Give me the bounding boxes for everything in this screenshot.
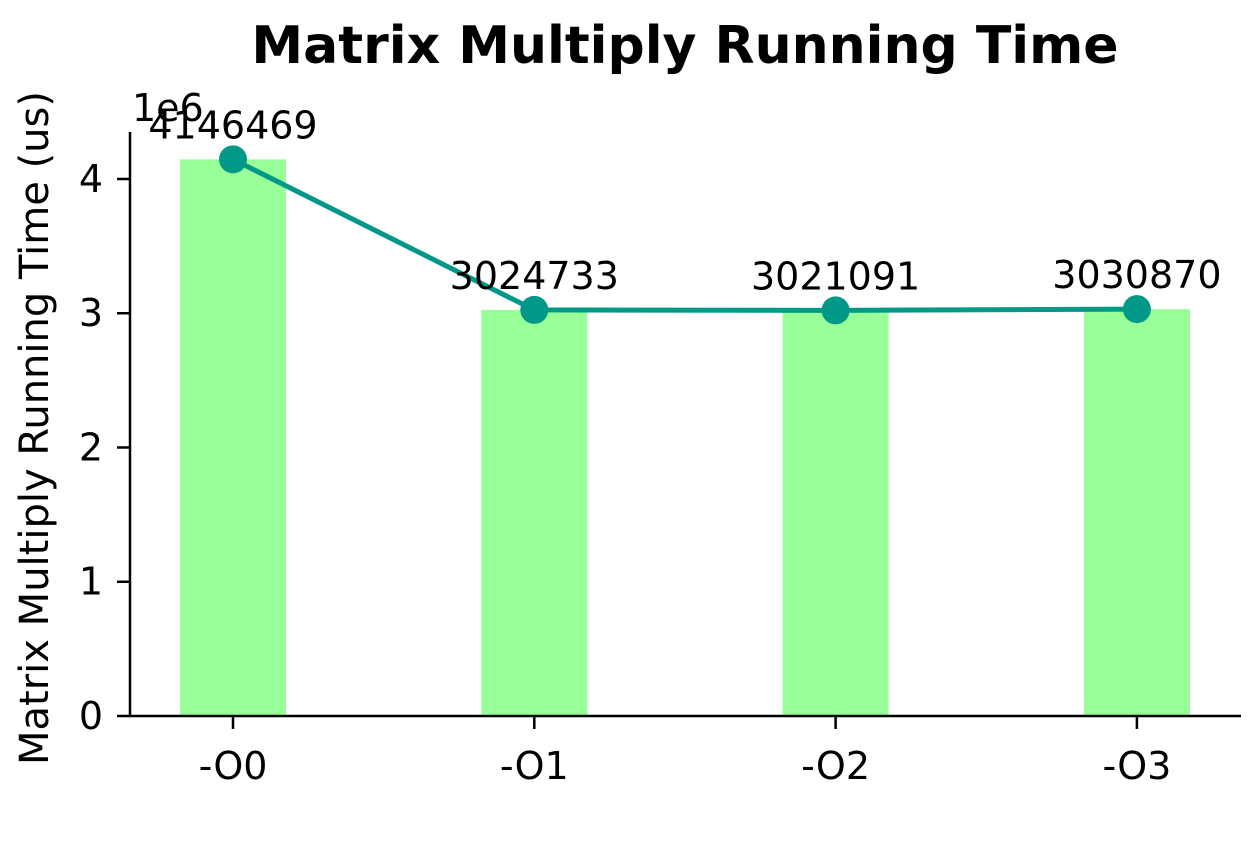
x-ticks: -O0 -O1 -O2 -O3 xyxy=(199,716,1171,788)
point--O0 xyxy=(219,145,247,174)
bars xyxy=(180,159,1190,717)
data-label: 3030870 xyxy=(1052,253,1221,297)
y-tick-label: 0 xyxy=(79,694,103,738)
point--O3 xyxy=(1122,295,1151,324)
y-axis-label: Matrix Multiply Running Time (us) xyxy=(12,91,58,765)
y-scale-label: 1e6 xyxy=(132,86,204,130)
x-tick-label: -O3 xyxy=(1102,744,1171,788)
x-tick-label: -O2 xyxy=(801,744,870,788)
y-tick-label: 3 xyxy=(79,291,103,335)
series-line xyxy=(231,157,1137,313)
chart-title: Matrix Multiply Running Time xyxy=(251,16,1118,76)
data-labels: 4146469 3024733 3021091 3030870 xyxy=(148,103,1221,298)
line-layer xyxy=(219,145,1151,325)
data-label: 3021091 xyxy=(751,254,920,298)
y-tick-label: 2 xyxy=(79,425,103,469)
bar--O0 xyxy=(180,159,286,717)
point--O2 xyxy=(821,296,850,325)
data-label: 4146469 xyxy=(148,103,317,147)
x-tick-label: -O0 xyxy=(199,744,268,788)
data-label: 3024733 xyxy=(450,254,619,298)
y-tick-label: 4 xyxy=(79,157,103,201)
x-tick-label: -O1 xyxy=(500,744,569,788)
y-tick-label: 1 xyxy=(79,560,103,604)
bar--O1 xyxy=(481,309,588,716)
bar--O3 xyxy=(1083,309,1190,716)
bar--O2 xyxy=(782,310,889,716)
y-ticks: 0 1 2 3 4 xyxy=(79,157,130,738)
point--O1 xyxy=(520,295,549,324)
